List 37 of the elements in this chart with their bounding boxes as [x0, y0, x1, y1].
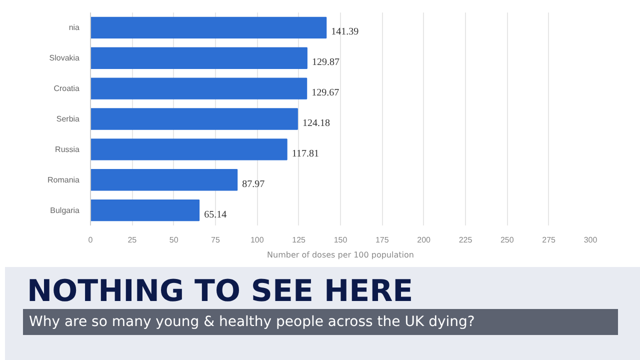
data-label: 65.14	[204, 209, 227, 220]
x-tick-label: 100	[250, 236, 264, 244]
text: NOTHING TO SEE HERE	[26, 274, 414, 309]
y-tick-label: Croatia	[54, 84, 80, 94]
bar	[90, 47, 308, 69]
x-tick-label: 50	[169, 236, 179, 244]
x-tick-label: 150	[334, 236, 348, 244]
bar	[90, 169, 238, 191]
x-tick-label: 125	[292, 236, 306, 244]
data-label: 129.87	[312, 57, 340, 68]
x-tick-label: 200	[417, 236, 432, 244]
data-label: 124.18	[302, 118, 330, 129]
y-tick-label: nia	[68, 23, 80, 32]
x-tick-label: 175	[375, 236, 390, 244]
y-tick-label: Slovakia	[49, 54, 80, 63]
x-tick-label: 0	[88, 236, 94, 244]
x-tick-label: 275	[542, 236, 556, 244]
bar	[90, 108, 298, 130]
y-tick-label: Romania	[47, 175, 80, 184]
bar	[90, 78, 308, 100]
y-tick-label: Serbia	[56, 114, 80, 124]
bar	[90, 199, 200, 222]
x-tick-label: 250	[500, 236, 514, 244]
y-tick-label: Bulgaria	[50, 206, 80, 215]
x-tick-label: 25	[128, 236, 138, 244]
data-label: 87.97	[242, 178, 265, 190]
bar	[90, 16, 327, 39]
x-tick-label: 225	[458, 236, 473, 244]
data-label: 117.81	[292, 148, 319, 160]
x-tick-label: 75	[211, 236, 220, 244]
x-axis-title: Number of doses per 100 population	[267, 250, 414, 260]
data-label: 141.39	[331, 26, 359, 38]
x-tick-label: 300	[584, 236, 598, 244]
y-tick-label: Russia	[55, 144, 80, 154]
bar	[90, 138, 288, 160]
data-label: 129.67	[312, 88, 340, 99]
text: Why are so many young & healthy people across the UK dying?	[23, 309, 618, 335]
